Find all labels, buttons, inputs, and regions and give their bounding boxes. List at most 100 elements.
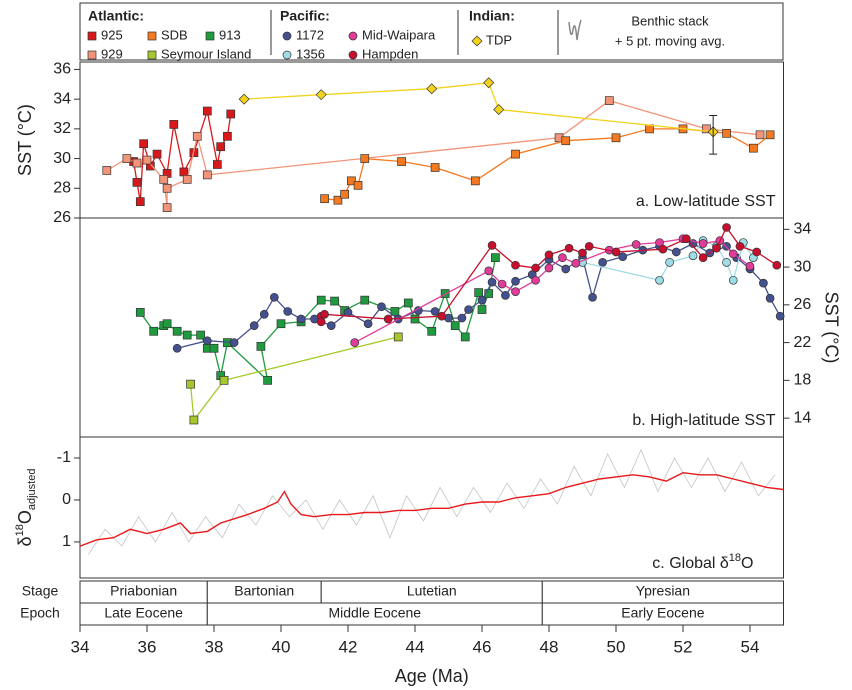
series-line — [106, 99, 761, 208]
data-point — [561, 136, 571, 146]
y-tick-label: 36 — [53, 61, 71, 78]
timescale-label: Bartonian — [234, 583, 294, 599]
data-point — [722, 128, 731, 138]
data-point — [102, 166, 112, 175]
label-part: O — [741, 555, 753, 572]
data-point — [728, 275, 738, 285]
data-point — [353, 180, 363, 190]
y-tick-label: -1 — [57, 449, 71, 466]
data-point — [186, 379, 195, 389]
x-tick-label: 40 — [272, 637, 291, 656]
data-point — [544, 250, 554, 260]
data-point — [142, 155, 152, 165]
data-point — [213, 160, 222, 169]
data-point — [658, 244, 668, 254]
data-point — [202, 106, 212, 116]
data-point — [149, 326, 159, 336]
legend-label: 1356 — [296, 46, 325, 61]
y-tick-label: 0 — [62, 491, 71, 508]
data-point — [182, 330, 192, 340]
x-axis-label: Age (Ma) — [395, 666, 469, 686]
data-point — [393, 332, 403, 342]
data-point — [561, 264, 571, 274]
data-point — [377, 302, 386, 312]
data-point — [340, 189, 349, 199]
data-point — [775, 311, 785, 321]
data-point — [688, 251, 698, 261]
data-point — [735, 241, 745, 251]
legend-group-title: Indian: — [469, 8, 515, 24]
legend-label: Seymour Island — [161, 46, 251, 61]
error-bar — [709, 114, 718, 155]
data-point — [350, 338, 360, 347]
data-point — [172, 326, 182, 336]
legend-label: Benthic stack — [631, 13, 709, 28]
data-point — [671, 247, 681, 257]
data-point — [162, 203, 172, 212]
data-point — [397, 157, 406, 166]
legend-group-title: Pacific: — [280, 8, 330, 24]
timescale-label: Ypresian — [636, 583, 690, 599]
legend-marker — [282, 31, 292, 41]
y-tick-label: 26 — [53, 209, 71, 226]
data-point — [698, 253, 708, 262]
data-point — [122, 154, 132, 163]
y-tick-label: 30 — [53, 150, 71, 167]
data-point — [571, 258, 581, 268]
data-point — [564, 243, 574, 253]
panel-frame — [79, 436, 784, 579]
data-point — [712, 243, 721, 253]
data-point — [759, 278, 768, 288]
data-point — [618, 252, 628, 262]
data-point — [189, 415, 199, 425]
data-point — [132, 158, 142, 168]
data-point — [326, 321, 336, 330]
data-point — [330, 296, 339, 306]
timescale-cell — [541, 602, 784, 626]
data-point — [226, 109, 236, 119]
x-tick-label: 46 — [473, 637, 492, 656]
data-point — [283, 307, 293, 316]
data-point — [772, 260, 782, 270]
y-axis-label: SST (°C) — [821, 292, 841, 364]
timescale-label: Late Eocene — [104, 605, 183, 621]
data-point — [474, 288, 483, 297]
data-point — [216, 142, 226, 152]
legend-label: TDP — [486, 32, 512, 47]
y-tick-label: 18 — [794, 372, 812, 389]
x-tick-label: 54 — [741, 637, 760, 656]
data-point — [511, 149, 520, 159]
data-point — [276, 319, 286, 329]
data-point — [320, 309, 329, 319]
data-point — [681, 234, 691, 244]
series-line — [354, 238, 751, 344]
timescale-label: Middle Eocene — [328, 605, 421, 621]
data-point — [135, 308, 145, 317]
legend-box — [79, 2, 784, 61]
data-point — [487, 277, 497, 287]
data-point — [531, 263, 540, 273]
data-point — [363, 319, 373, 329]
data-point — [229, 338, 239, 347]
x-tick-label: 48 — [540, 637, 559, 656]
legend-marker — [348, 50, 358, 60]
legend-group-title: Atlantic: — [88, 8, 144, 24]
data-point — [544, 263, 554, 273]
data-point — [511, 287, 520, 296]
data-point — [631, 240, 641, 249]
data-point — [219, 376, 229, 385]
y-tick-label: 26 — [794, 296, 812, 313]
label-part: 18 — [729, 552, 741, 564]
row-label: Stage — [22, 583, 59, 599]
legend-marker — [147, 50, 157, 60]
legend-label: 925 — [101, 27, 123, 42]
legend-marker — [348, 31, 358, 41]
data-point — [487, 241, 497, 250]
data-point — [501, 291, 510, 300]
data-point — [491, 253, 500, 262]
y-tick-label: 14 — [794, 409, 812, 426]
data-point — [269, 292, 279, 302]
data-point — [598, 258, 607, 267]
data-point — [457, 313, 467, 323]
data-point — [360, 295, 370, 305]
